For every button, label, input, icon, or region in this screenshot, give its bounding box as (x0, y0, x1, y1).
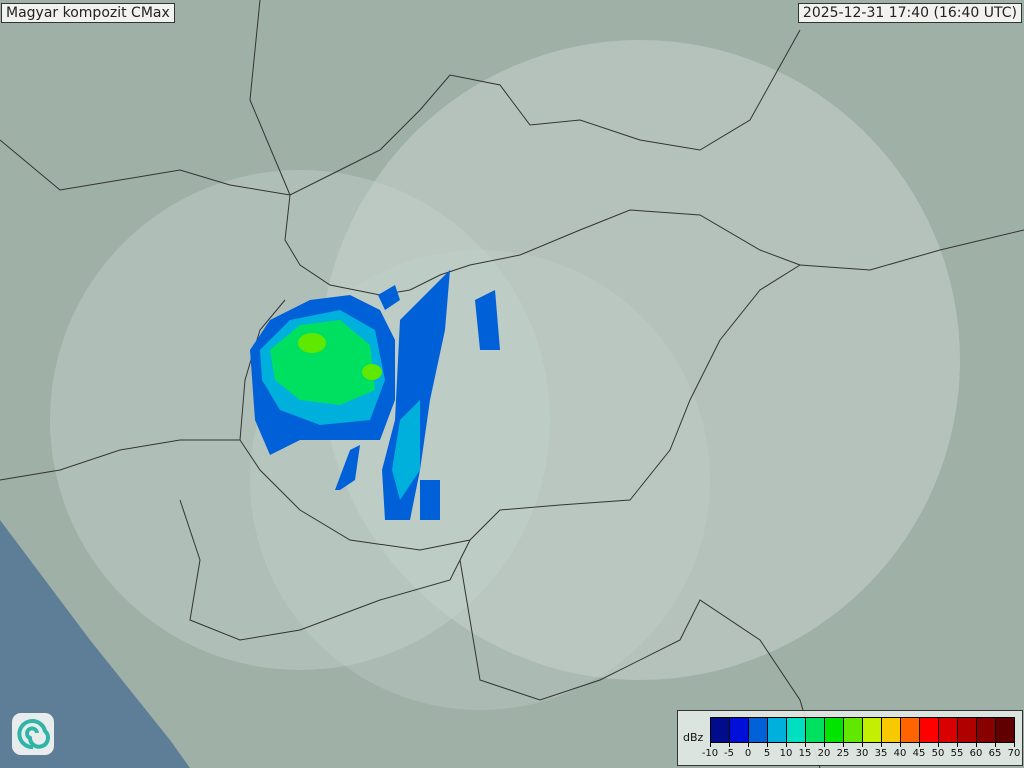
legend-tick-mark (881, 742, 882, 747)
legend-tick-mark (862, 742, 863, 747)
legend-swatch (901, 718, 920, 742)
legend-unit: dBz (683, 731, 704, 744)
legend-tick-label: 25 (836, 748, 850, 759)
legend-tick-mark (843, 742, 844, 747)
legend-tick-label: 0 (744, 748, 752, 759)
legend-swatch (844, 718, 863, 742)
legend-tick-label: 70 (1007, 748, 1021, 759)
radar-echoes (250, 270, 500, 520)
map-title: Magyar kompozit CMax (1, 3, 175, 23)
legend-swatch (787, 718, 806, 742)
legend-tick-mark (957, 742, 958, 747)
legend-tick-label: 20 (817, 748, 831, 759)
legend-tick-label: 10 (779, 748, 793, 759)
legend-tick-label: 50 (931, 748, 945, 759)
legend-tick-mark (824, 742, 825, 747)
legend-tick-label: 65 (988, 748, 1002, 759)
sea-adriatic (0, 520, 190, 768)
legend-tick-label: -5 (724, 748, 734, 759)
legend-tick-mark (710, 742, 711, 747)
legend-tick-mark (900, 742, 901, 747)
legend-tick-mark (729, 742, 730, 747)
legend-tick-label: 45 (912, 748, 926, 759)
legend-swatch (806, 718, 825, 742)
legend-swatch (977, 718, 996, 742)
legend-tick-mark (1014, 742, 1015, 747)
legend-tick-mark (748, 742, 749, 747)
legend-tick-mark (976, 742, 977, 747)
legend-swatch (996, 718, 1014, 742)
legend-tick-label: 5 (763, 748, 771, 759)
legend-swatch (768, 718, 787, 742)
legend-swatch (939, 718, 958, 742)
legend-tick-mark (995, 742, 996, 747)
legend-ticks: -10 -5 0 5 10 15 20 25 30 35 40 45 50 55 60 65 70 (700, 742, 1024, 764)
legend-tick-label: 30 (855, 748, 869, 759)
legend-tick-label: 55 (950, 748, 964, 759)
legend-tick-label: 35 (874, 748, 888, 759)
radar-coverage-east (320, 40, 960, 680)
legend-tick-mark (919, 742, 920, 747)
legend-tick-mark (938, 742, 939, 747)
swirl-logo-icon (12, 713, 54, 755)
legend-swatch (958, 718, 977, 742)
legend-tick-label: 15 (798, 748, 812, 759)
legend-swatch (882, 718, 901, 742)
legend-tick-mark (786, 742, 787, 747)
dbz-legend: dBz -10 -5 0 5 10 15 20 25 30 35 40 45 50 55 60 65 70 (677, 710, 1023, 766)
legend-tick-label: 40 (893, 748, 907, 759)
legend-tick-label: -10 (701, 748, 719, 759)
legend-swatch (730, 718, 749, 742)
legend-swatch (920, 718, 939, 742)
legend-tick-mark (805, 742, 806, 747)
legend-color-bar (710, 717, 1015, 743)
legend-tick-label: 60 (969, 748, 983, 759)
timestamp: 2025-12-31 17:40 (16:40 UTC) (797, 3, 1022, 23)
legend-swatch (863, 718, 882, 742)
legend-swatch (711, 718, 730, 742)
legend-tick-mark (767, 742, 768, 747)
legend-swatch (749, 718, 768, 742)
legend-swatch (825, 718, 844, 742)
